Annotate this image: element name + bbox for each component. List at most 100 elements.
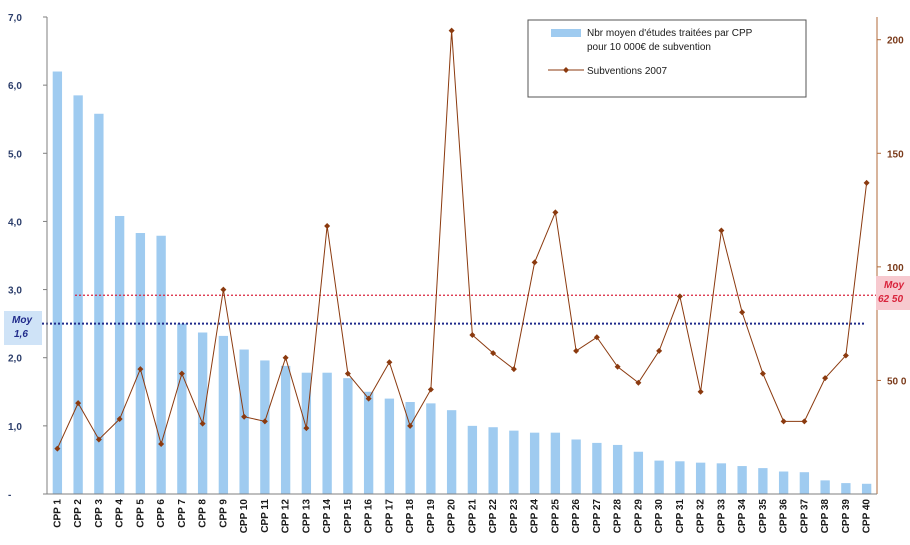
bar-32 [695,462,706,494]
category-label-36: CPP 36 [779,499,790,534]
left-tick-label-5: 2,0 [8,354,22,365]
bar-17 [384,398,395,494]
category-label-28: CPP 28 [613,499,624,534]
bar-14 [322,372,332,494]
bar-series [52,71,872,495]
category-label-40: CPP 40 [862,499,873,534]
category-label-35: CPP 35 [758,499,769,534]
category-label-31: CPP 31 [675,499,686,534]
category-label-29: CPP 29 [633,499,644,534]
category-label-26: CPP 26 [571,499,582,534]
category-label-18: CPP 18 [405,499,416,534]
legend-bar-label-2: pour 10 000€ de subvention [587,42,711,53]
left-tick-label-1: 6,0 [8,81,22,92]
legend-line-marker [563,67,569,73]
bar-8 [197,332,208,494]
bar-31 [675,461,685,494]
category-label-9: CPP 9 [218,499,229,528]
category-label-10: CPP 10 [239,499,250,534]
bar-3 [94,113,104,495]
left-tick-label-4: 3,0 [8,286,22,297]
left-tick-label-0: 7,0 [8,13,22,24]
left-tick-label-6: 1,0 [8,422,22,433]
line-point-33 [718,227,725,234]
category-label-1: CPP 1 [52,499,63,528]
legend-line-label: Subventions 2007 [587,66,668,77]
line-point-13 [303,425,310,432]
category-label-25: CPP 25 [550,499,561,534]
bar-4 [114,215,125,494]
line-point-15 [344,370,351,377]
category-label-3: CPP 3 [94,499,105,528]
bar-26 [571,439,581,494]
category-label-16: CPP 16 [364,499,375,534]
line-point-8 [199,420,206,427]
bar-12 [280,365,291,494]
category-label-4: CPP 4 [115,499,126,528]
bar-13 [301,372,312,494]
bar-15 [343,378,353,494]
line-point-2 [75,400,82,407]
line-point-29 [635,379,642,386]
left-tick-label-7: - [8,490,11,501]
bar-21 [467,425,478,494]
line-point-31 [676,293,683,300]
line-point-27 [593,334,600,341]
line-point-38 [822,375,829,382]
line-point-24 [531,259,538,266]
avg-right-label-line2: 62 50 [878,294,903,305]
line-point-3 [95,436,102,443]
average-lines [42,294,877,325]
bar-36 [778,471,789,494]
category-label-33: CPP 33 [716,499,727,534]
category-label-39: CPP 39 [841,499,852,534]
category-label-15: CPP 15 [343,499,354,534]
category-label-23: CPP 23 [509,499,520,534]
line-point-21 [469,332,476,338]
line-point-28 [614,363,621,370]
bar-9 [218,335,229,494]
category-label-34: CPP 34 [737,499,748,534]
line-point-25 [552,209,559,216]
category-label-6: CPP 6 [156,499,167,528]
right-tick-label-0: 200 [887,36,904,47]
category-label-12: CPP 12 [281,499,292,534]
bar-1 [52,71,63,494]
line-point-20 [448,27,455,34]
right-tick-label-1: 150 [887,149,904,160]
right-tick-label-2: 100 [887,263,904,274]
bar-27 [592,442,602,494]
category-label-5: CPP 5 [135,499,146,528]
category-label-30: CPP 30 [654,499,665,534]
axes: 7,0 6,0 5,0 4,0 3,0 2,0 1,0 - 200 150 100 50 0 [8,13,907,501]
bar-16 [363,391,374,494]
category-label-19: CPP 19 [426,499,437,534]
legend: Nbr moyen d'études traitées par CPP pour… [527,19,807,98]
average-labels: Moy 1,6 Moy 62 50 [4,276,910,345]
bar-19 [426,403,436,494]
line-point-10 [241,413,248,420]
category-label-22: CPP 22 [488,499,499,534]
bar-24 [529,432,540,494]
category-label-21: CPP 21 [467,499,478,534]
bar-22 [488,427,498,494]
bar-20 [446,410,457,494]
line-point-37 [801,418,808,425]
avg-right-label-line1: Moy [884,280,904,291]
line-point-22 [490,350,497,357]
bar-37 [799,472,810,494]
category-label-27: CPP 27 [592,499,603,534]
line-point-36 [780,418,787,425]
category-label-17: CPP 17 [384,499,395,534]
bar-34 [737,466,747,494]
bar-35 [758,468,768,494]
line-point-26 [573,347,580,354]
line-point-5 [137,366,144,373]
category-label-20: CPP 20 [447,499,458,534]
category-label-14: CPP 14 [322,499,333,534]
bar-30 [654,460,664,494]
bar-33 [716,463,727,494]
right-tick-label-3: 50 0 [887,376,907,387]
avg-left-label-line1: Moy [12,315,32,326]
line-point-7 [178,370,185,377]
